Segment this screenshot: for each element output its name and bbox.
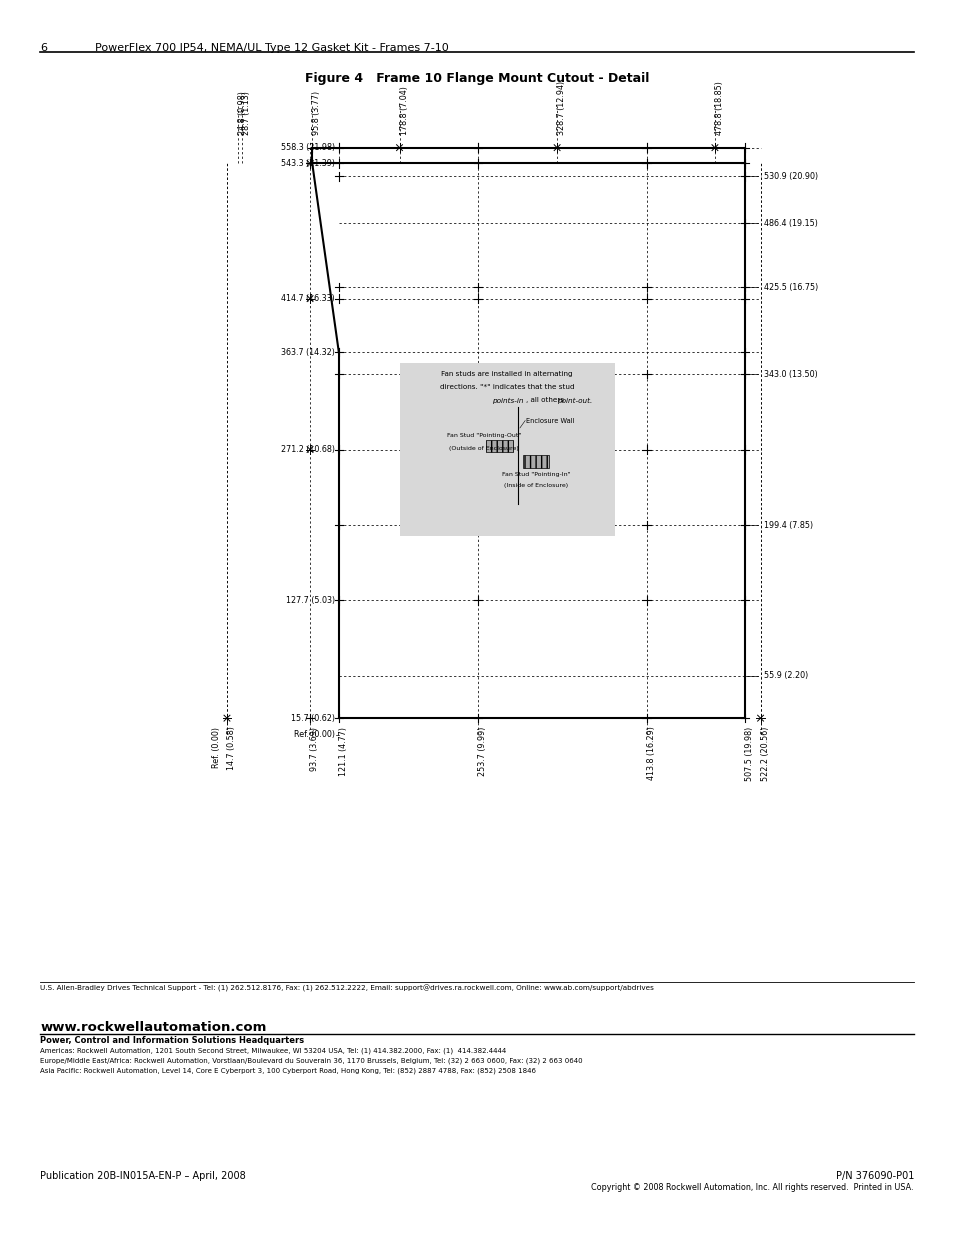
Text: 343.0 (13.50): 343.0 (13.50)	[763, 369, 817, 378]
Text: (Inside of Enclosure): (Inside of Enclosure)	[503, 483, 568, 488]
Text: 522.2 (20.56): 522.2 (20.56)	[760, 726, 769, 781]
Text: Figure 4   Frame 10 Flange Mount Cutout - Detail: Figure 4 Frame 10 Flange Mount Cutout - …	[305, 72, 648, 85]
Text: 558.3 (21.98): 558.3 (21.98)	[280, 143, 335, 152]
Text: 24.8 (0.98): 24.8 (0.98)	[237, 91, 246, 135]
Text: 14.7 (0.58): 14.7 (0.58)	[227, 726, 235, 771]
Text: 127.7 (5.03): 127.7 (5.03)	[285, 597, 335, 605]
Text: Fan Stud "Pointing-Out": Fan Stud "Pointing-Out"	[447, 433, 520, 438]
Text: Asia Pacific: Rockwell Automation, Level 14, Core E Cyberport 3, 100 Cyberport R: Asia Pacific: Rockwell Automation, Level…	[40, 1067, 536, 1073]
Text: 93.7 (3.69): 93.7 (3.69)	[310, 726, 318, 771]
Text: www.rockwellautomation.com: www.rockwellautomation.com	[40, 1021, 266, 1035]
Text: 530.9 (20.90): 530.9 (20.90)	[763, 172, 818, 182]
Bar	[399, 363, 615, 536]
Text: U.S. Allen-Bradley Drives Technical Support - Tel: (1) 262.512.8176, Fax: (1) 26: U.S. Allen-Bradley Drives Technical Supp…	[40, 984, 653, 992]
Text: 414.7 (16.33): 414.7 (16.33)	[280, 294, 335, 303]
Bar	[522, 456, 549, 468]
Text: Ref. (0.00): Ref. (0.00)	[212, 726, 220, 768]
Text: 413.8 (16.29): 413.8 (16.29)	[646, 726, 655, 781]
Text: Ref. (0.00): Ref. (0.00)	[294, 730, 335, 740]
Text: point-out.: point-out.	[557, 398, 591, 404]
Text: 55.9 (2.20): 55.9 (2.20)	[763, 672, 807, 680]
Text: 425.5 (16.75): 425.5 (16.75)	[763, 283, 818, 291]
Text: Copyright © 2008 Rockwell Automation, Inc. All rights reserved.  Printed in USA.: Copyright © 2008 Rockwell Automation, In…	[591, 1183, 913, 1192]
Text: 28.7 (1.13): 28.7 (1.13)	[241, 91, 251, 135]
Text: 178.8 (7.04): 178.8 (7.04)	[399, 86, 408, 135]
Text: Enclosure Wall: Enclosure Wall	[526, 417, 574, 424]
Text: PowerFlex 700 IP54, NEMA/UL Type 12 Gasket Kit - Frames 7-10: PowerFlex 700 IP54, NEMA/UL Type 12 Gask…	[95, 43, 449, 53]
Bar	[486, 440, 512, 452]
Text: Publication 20B-IN015A-EN-P – April, 2008: Publication 20B-IN015A-EN-P – April, 200…	[40, 1171, 246, 1181]
Text: 199.4 (7.85): 199.4 (7.85)	[763, 520, 812, 530]
Text: Americas: Rockwell Automation, 1201 South Second Street, Milwaukee, WI 53204 USA: Americas: Rockwell Automation, 1201 Sout…	[40, 1047, 506, 1053]
Text: points-in: points-in	[491, 398, 522, 404]
Text: 478.8 (18.85): 478.8 (18.85)	[714, 82, 723, 135]
Text: 121.1 (4.77): 121.1 (4.77)	[338, 726, 348, 776]
Text: 253.7 (9.99): 253.7 (9.99)	[477, 726, 487, 776]
Text: P/N 376090-P01: P/N 376090-P01	[835, 1171, 913, 1181]
Text: Europe/Middle East/Africa: Rockwell Automation, Vorstlaan/Boulevard du Souverain: Europe/Middle East/Africa: Rockwell Auto…	[40, 1057, 582, 1063]
Text: 363.7 (14.32): 363.7 (14.32)	[280, 348, 335, 357]
Text: 328.7 (12.94): 328.7 (12.94)	[557, 82, 565, 135]
Text: , all others: , all others	[526, 398, 566, 404]
Text: 507.5 (19.98): 507.5 (19.98)	[744, 726, 753, 781]
Text: directions. "*" indicates that the stud: directions. "*" indicates that the stud	[439, 384, 574, 390]
Text: 271.2 (10.68): 271.2 (10.68)	[280, 445, 335, 454]
Text: 543.3 (21.39): 543.3 (21.39)	[280, 159, 335, 168]
Text: Fan studs are installed in alternating: Fan studs are installed in alternating	[441, 372, 573, 377]
Text: 486.4 (19.15): 486.4 (19.15)	[763, 219, 817, 227]
Text: (Outside of Enclosure): (Outside of Enclosure)	[449, 446, 518, 451]
Text: Fan Stud "Pointing-In": Fan Stud "Pointing-In"	[501, 472, 570, 477]
Text: 15.7 (0.62): 15.7 (0.62)	[291, 714, 335, 722]
Text: Power, Control and Information Solutions Headquarters: Power, Control and Information Solutions…	[40, 1036, 304, 1045]
Text: 6: 6	[40, 43, 47, 53]
Text: 95.8 (3.77): 95.8 (3.77)	[312, 91, 321, 135]
